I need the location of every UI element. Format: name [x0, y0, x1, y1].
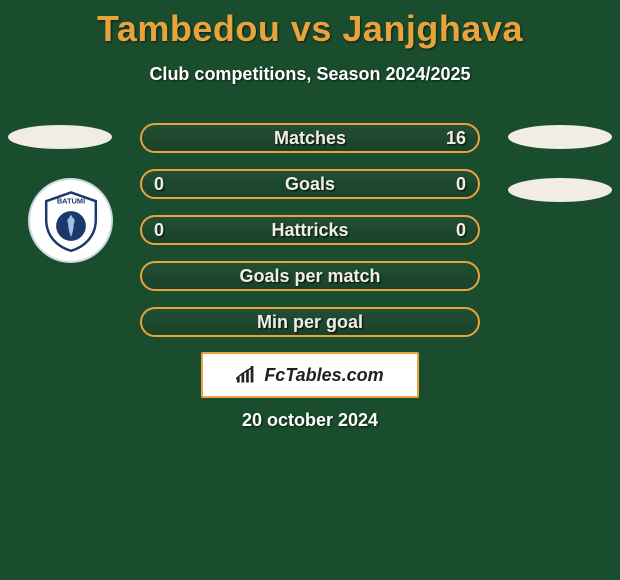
- stat-label: Min per goal: [142, 312, 478, 333]
- page-title: Tambedou vs Janjghava: [0, 0, 620, 50]
- stat-right-value: 0: [456, 174, 466, 195]
- bar-chart-icon: [236, 366, 258, 384]
- footer-date: 20 october 2024: [0, 410, 620, 431]
- stat-left-value: 0: [154, 220, 164, 241]
- stat-row-goals-per-match: Goals per match: [140, 261, 480, 291]
- stat-row-hattricks: 0 Hattricks 0: [140, 215, 480, 245]
- stat-label: Goals: [142, 174, 478, 195]
- stat-label: Goals per match: [142, 266, 478, 287]
- player-left-avatar-placeholder: [8, 125, 112, 149]
- brand-text: FcTables.com: [264, 365, 383, 386]
- stat-label: Hattricks: [142, 220, 478, 241]
- stat-row-matches: Matches 16: [140, 123, 480, 153]
- stat-label: Matches: [142, 128, 478, 149]
- club-badge-icon: BATUMI: [40, 190, 102, 252]
- brand-badge: FcTables.com: [201, 352, 419, 398]
- player-right-club-placeholder: [508, 178, 612, 202]
- stat-right-value: 0: [456, 220, 466, 241]
- stat-left-value: 0: [154, 174, 164, 195]
- stat-row-goals: 0 Goals 0: [140, 169, 480, 199]
- player-right-avatar-placeholder: [508, 125, 612, 149]
- stat-right-value: 16: [446, 128, 466, 149]
- player-left-club-badge: BATUMI: [28, 178, 113, 263]
- club-badge-text: BATUMI: [56, 196, 84, 205]
- subtitle: Club competitions, Season 2024/2025: [0, 64, 620, 85]
- stats-table: Matches 16 0 Goals 0 0 Hattricks 0 Goals…: [140, 123, 480, 353]
- stat-row-min-per-goal: Min per goal: [140, 307, 480, 337]
